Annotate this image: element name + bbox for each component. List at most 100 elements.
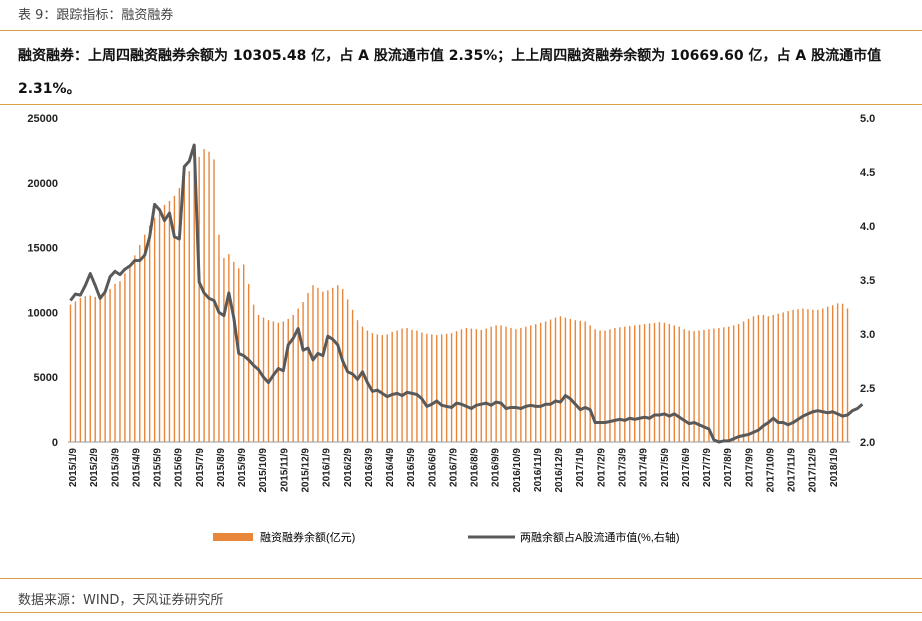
bar	[812, 309, 814, 442]
bar	[401, 328, 403, 442]
bar	[129, 264, 131, 442]
bar	[698, 330, 700, 442]
bar	[846, 308, 849, 442]
bar	[361, 326, 364, 442]
x-tick-label: 2015/12/9	[301, 448, 312, 493]
bar	[728, 326, 730, 442]
x-tick-label: 2016/1/9	[322, 448, 333, 487]
bar	[139, 245, 141, 442]
bar	[673, 325, 675, 442]
x-tick-label: 2017/11/9	[787, 448, 798, 492]
y-right-tick-label: 4.5	[860, 167, 875, 179]
bar	[302, 302, 304, 442]
x-tick-label: 2015/10/9	[258, 448, 269, 493]
bar	[168, 200, 171, 442]
footer-rule	[0, 578, 922, 579]
bar	[693, 331, 695, 442]
x-tick-label: 2015/2/9	[89, 448, 100, 487]
legend-bar-label: 融资融券余额(亿元)	[260, 530, 355, 544]
bar	[163, 204, 166, 442]
bar	[233, 261, 235, 442]
bar	[421, 332, 423, 442]
bar	[445, 333, 448, 442]
bar-series	[69, 149, 849, 443]
y-axis-left: 0 5000 10000 15000 20000 25000	[27, 113, 58, 449]
bar	[747, 318, 750, 442]
bar	[337, 285, 339, 442]
y-axis-right: 2.0 2.5 3.0 3.5 4.0 4.5 5.0	[860, 113, 875, 449]
bar	[757, 314, 760, 442]
bar	[638, 324, 641, 442]
bar	[292, 314, 294, 442]
x-tick-label: 2017/7/9	[702, 448, 713, 487]
bar	[594, 329, 596, 442]
y-right-tick-label: 2.0	[860, 437, 875, 449]
bar	[396, 330, 398, 442]
x-tick-label: 2016/10/9	[512, 448, 523, 493]
bar	[490, 326, 492, 442]
bar	[762, 314, 765, 442]
bar	[376, 334, 379, 442]
bar	[366, 330, 369, 442]
x-tick-label: 2015/8/9	[216, 448, 227, 487]
x-tick-label: 2016/11/9	[533, 448, 544, 492]
bar	[817, 309, 819, 442]
bar	[317, 287, 319, 442]
bar	[549, 319, 552, 442]
bar	[282, 321, 284, 442]
y-right-tick-label: 2.5	[860, 383, 875, 395]
bar	[79, 298, 82, 442]
x-tick-label: 2016/6/9	[427, 448, 438, 487]
bar	[782, 312, 784, 442]
bar	[431, 334, 433, 442]
bar	[144, 234, 146, 442]
y-left-tick-label: 10000	[27, 307, 58, 319]
bar	[262, 317, 265, 442]
x-tick-label: 2015/1/9	[68, 448, 79, 487]
x-tick-label: 2016/9/9	[491, 448, 502, 487]
x-tick-label: 2015/7/9	[195, 448, 206, 487]
bar	[589, 325, 591, 442]
bar	[708, 329, 710, 442]
bar	[203, 149, 205, 442]
bar	[223, 257, 225, 442]
bar	[742, 321, 745, 442]
bar	[574, 320, 577, 442]
bar	[391, 331, 393, 442]
bar	[356, 320, 359, 442]
bar	[247, 283, 250, 442]
bar	[465, 327, 468, 442]
bar	[485, 328, 487, 442]
bar	[198, 156, 200, 442]
bar	[609, 329, 611, 442]
bar	[440, 334, 443, 442]
bar	[183, 178, 186, 442]
margin-trading-chart: 2015/1/9 2015/2/9 2015/3/9 2015/4/9 2015/5/9…	[27, 113, 875, 544]
bar	[158, 210, 161, 442]
ratio-line	[69, 143, 864, 444]
bar	[297, 308, 299, 442]
bar	[831, 305, 834, 442]
y-right-tick-label: 5.0	[860, 113, 875, 125]
summary-text: 融资融券：上周四融资融券余额为 10305.48 亿，占 A 股流通市值 2.3…	[18, 48, 882, 97]
bar	[470, 328, 473, 442]
bar	[797, 309, 799, 442]
bar	[520, 327, 522, 442]
bar	[134, 255, 136, 442]
bar	[841, 303, 844, 442]
x-tick-label: 2018/1/9	[829, 448, 840, 487]
bar	[173, 195, 176, 442]
bar	[772, 314, 774, 442]
bar	[510, 327, 512, 442]
bar	[559, 316, 562, 442]
x-axis: 2015/1/9 2015/2/9 2015/3/9 2015/4/9 2015/5/9…	[68, 441, 850, 493]
x-tick-label: 2016/4/9	[385, 448, 396, 487]
bar	[767, 316, 770, 442]
legend-bar-swatch	[213, 533, 253, 541]
y-right-tick-label: 3.5	[860, 275, 875, 287]
x-tick-label: 2017/9/9	[744, 448, 755, 487]
x-tick-label: 2016/5/9	[406, 448, 417, 487]
x-tick-label: 2017/2/9	[596, 448, 607, 487]
bar	[579, 320, 581, 442]
y-right-tick-label: 3.0	[860, 329, 875, 341]
